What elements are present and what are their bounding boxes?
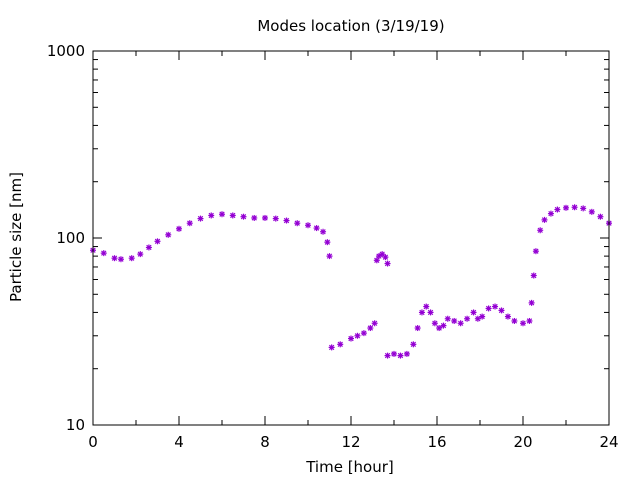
data-point: [436, 325, 443, 332]
data-point: [176, 225, 182, 232]
data-point: [528, 299, 535, 306]
data-point: [371, 320, 378, 327]
data-point: [520, 320, 526, 327]
data-point: [397, 352, 404, 359]
x-tick-label: 4: [174, 433, 184, 451]
x-tick-label: 20: [513, 433, 532, 451]
data-point: [504, 313, 511, 320]
data-point: [111, 255, 118, 262]
data-point: [384, 260, 391, 267]
data-point: [324, 239, 331, 246]
data-point: [229, 212, 236, 219]
data-point: [403, 350, 410, 357]
data-point: [410, 341, 417, 348]
chart-title: Modes location (3/19/19): [257, 17, 444, 35]
data-point: [367, 325, 374, 332]
data-point: [391, 350, 397, 357]
data-point: [530, 272, 537, 279]
data-point: [511, 317, 518, 324]
data-point: [305, 222, 311, 229]
data-point: [326, 253, 333, 260]
data-point: [328, 344, 335, 351]
data-point: [208, 212, 215, 219]
data-point: [197, 215, 204, 222]
data-point: [563, 204, 569, 211]
y-tick-label: 100: [56, 229, 85, 247]
data-point: [100, 250, 107, 257]
data-point: [145, 244, 152, 251]
data-point: [532, 248, 539, 255]
data-point: [498, 307, 505, 314]
data-point: [384, 352, 391, 359]
data-point: [154, 238, 161, 245]
y-axis-label: Particle size [nm]: [7, 172, 25, 302]
x-tick-label: 16: [427, 433, 446, 451]
plot-frame: [92, 50, 610, 426]
data-point: [571, 204, 578, 211]
y-axis-ticks: 10 100 1000: [47, 42, 609, 434]
data-point: [165, 231, 172, 238]
data-point: [337, 341, 344, 348]
data-point: [588, 208, 595, 215]
x-axis-label: Time [hour]: [305, 458, 394, 476]
data-point: [427, 309, 434, 316]
data-point: [117, 256, 124, 263]
data-point: [128, 255, 135, 262]
data-point: [492, 303, 499, 310]
data-point: [431, 320, 438, 327]
data-point: [485, 305, 492, 312]
data-point: [464, 315, 471, 322]
data-point: [272, 215, 279, 222]
data-point: [313, 225, 320, 232]
data-point: [354, 332, 361, 339]
data-point: [240, 213, 247, 220]
data-points: [90, 204, 612, 359]
data-point: [597, 213, 604, 220]
y-tick-label: 10: [66, 416, 85, 434]
data-point: [283, 217, 290, 224]
data-point: [547, 210, 554, 217]
data-point: [418, 309, 425, 316]
y-tick-label: 1000: [47, 42, 85, 60]
data-point: [541, 216, 548, 223]
data-point: [470, 309, 477, 316]
data-point: [414, 325, 421, 332]
data-point: [251, 214, 258, 221]
x-tick-label: 12: [341, 433, 360, 451]
data-point: [554, 206, 561, 213]
data-point: [219, 211, 225, 218]
data-point: [262, 214, 268, 221]
data-point: [537, 227, 544, 234]
data-point: [360, 330, 367, 337]
data-point: [294, 220, 301, 227]
data-point: [320, 228, 327, 235]
data-point: [137, 251, 144, 258]
data-point: [457, 320, 464, 327]
data-point: [479, 313, 486, 320]
data-point: [382, 254, 389, 261]
data-point: [423, 303, 430, 310]
data-point: [186, 220, 193, 227]
x-axis-ticks: 0 4 8 12 16 20 24: [88, 51, 619, 451]
data-point: [440, 322, 447, 329]
data-point: [444, 315, 451, 322]
data-point: [451, 317, 458, 324]
x-tick-label: 0: [88, 433, 98, 451]
data-point: [348, 335, 354, 342]
x-tick-label: 8: [260, 433, 270, 451]
data-point: [526, 317, 533, 324]
x-tick-label: 24: [599, 433, 618, 451]
data-point: [580, 205, 587, 212]
